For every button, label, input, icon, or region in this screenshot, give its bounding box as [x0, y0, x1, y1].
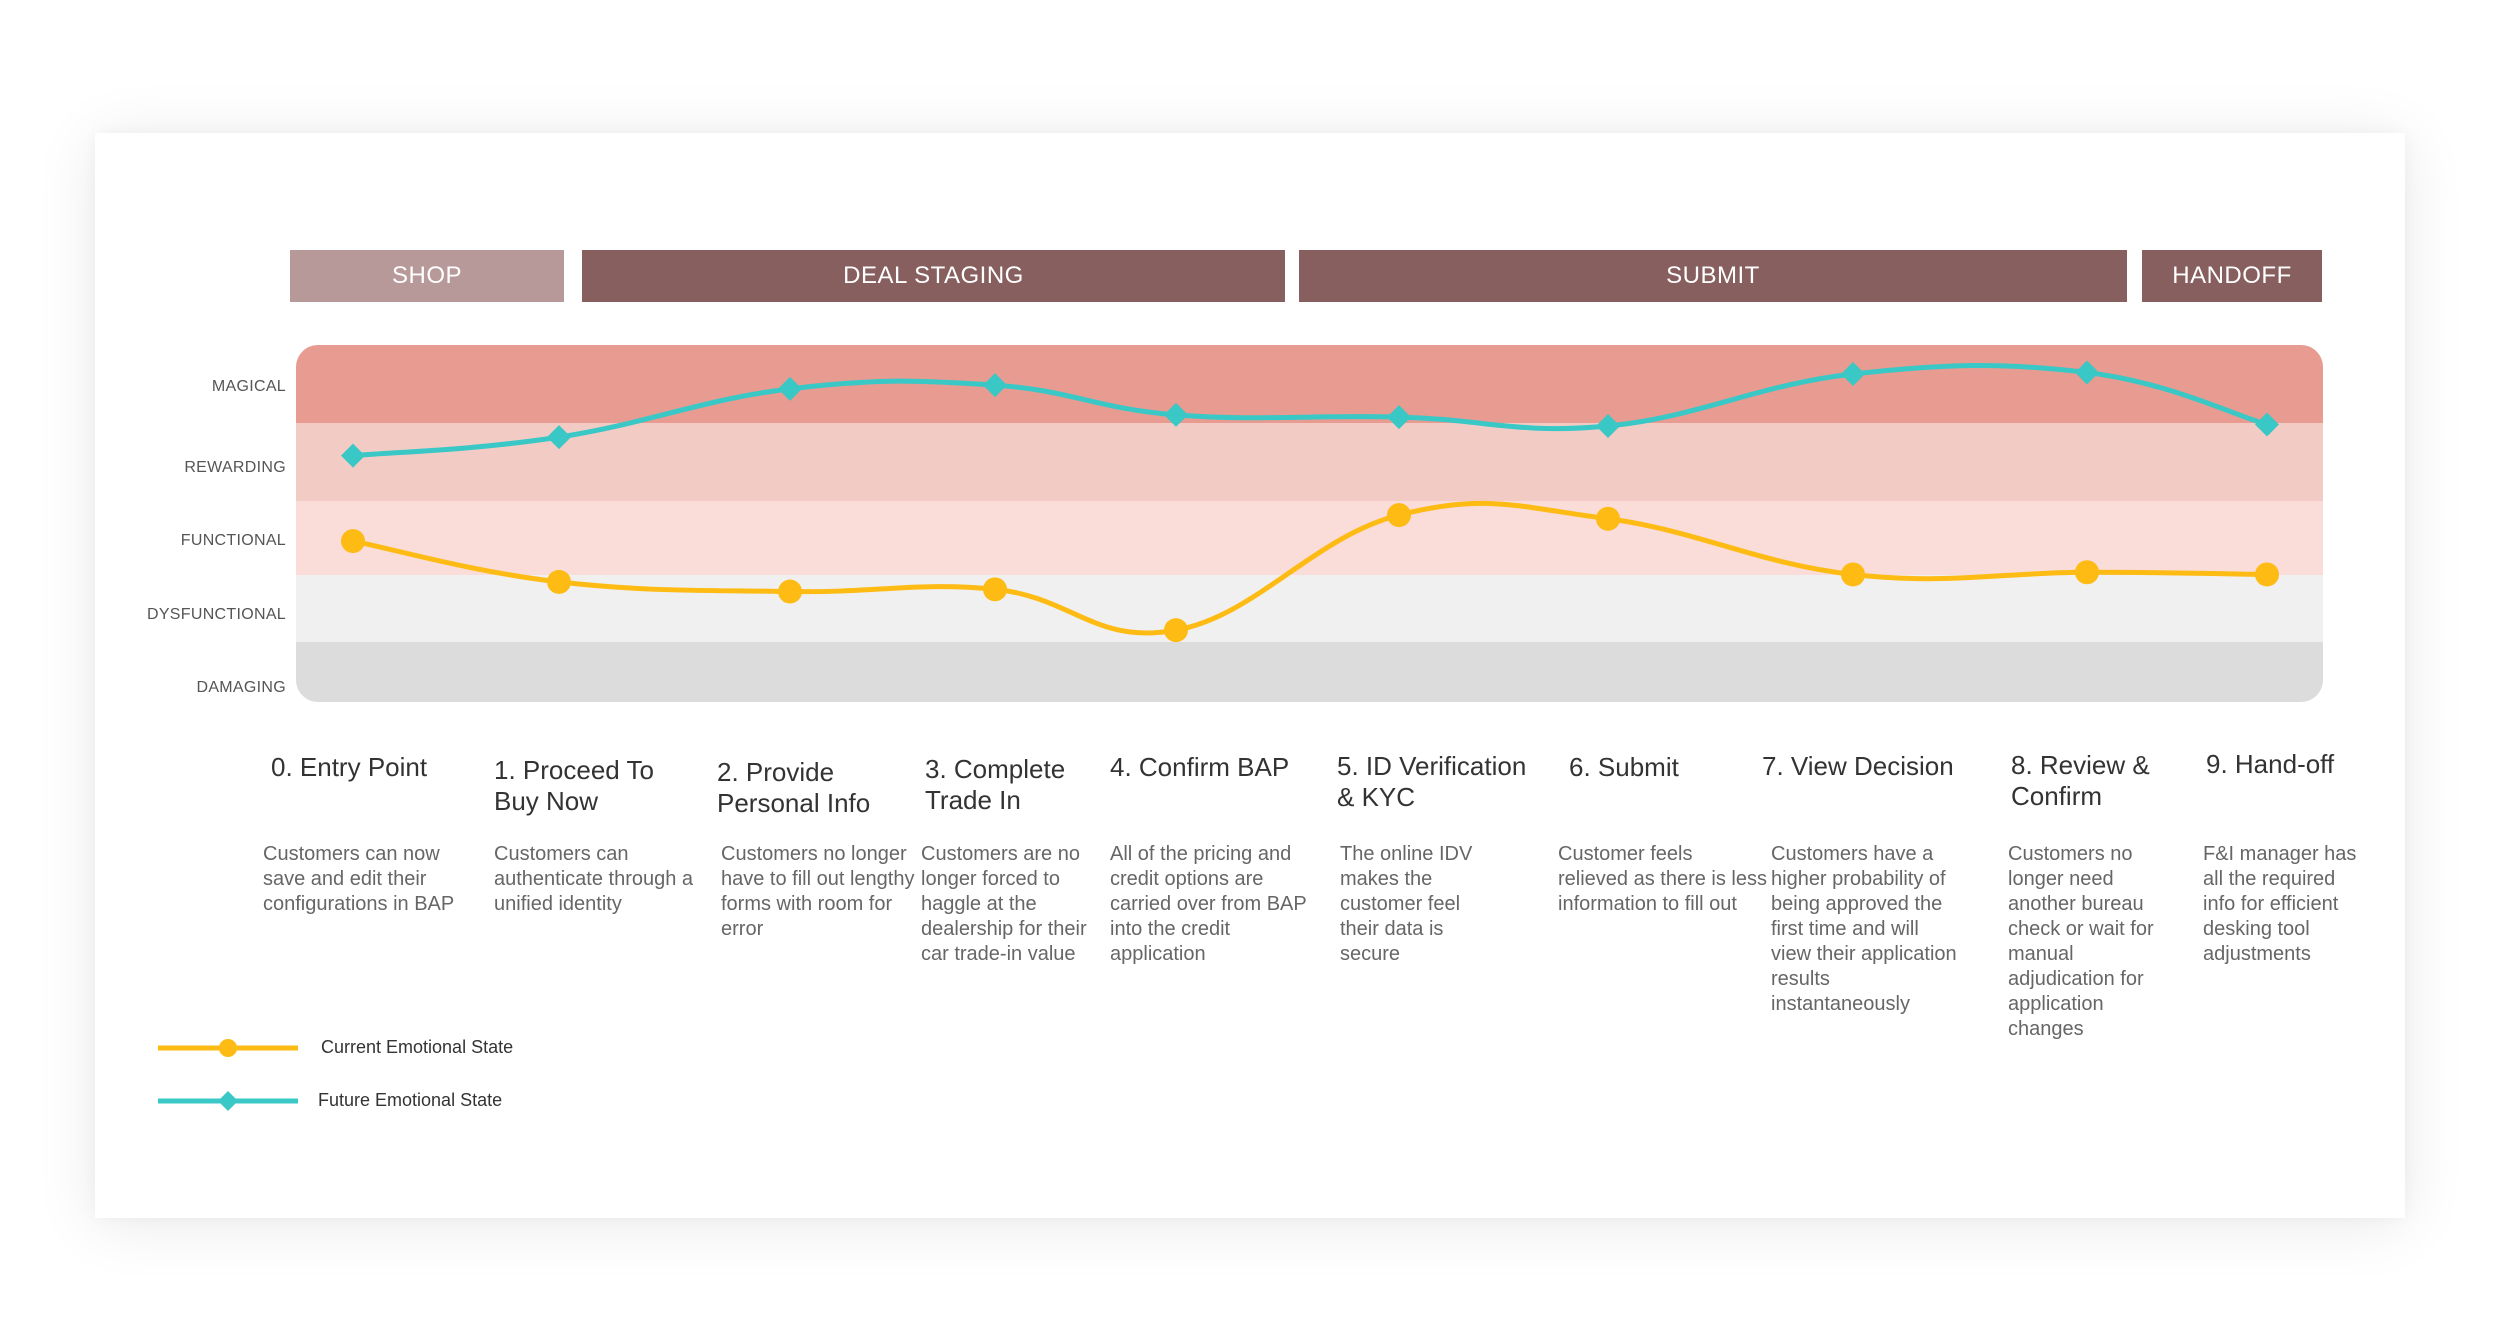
step-description: All of the pricing and credit options ar…: [1110, 843, 1307, 965]
band-functional: [296, 501, 2323, 575]
future-point-2: [778, 376, 802, 401]
step-title: 1. Proceed To Buy Now: [494, 755, 654, 816]
current-point-1: [547, 569, 571, 594]
future-point-8: [2075, 360, 2099, 385]
legend-current-label: Current Emotional State: [321, 1037, 514, 1057]
current-point-3: [983, 577, 1007, 602]
step-description: Customers have a higher probability of b…: [1771, 843, 1957, 1015]
series-line-current: [352, 500, 2268, 636]
future-point-4: [1164, 402, 1188, 427]
step-title: 8. Review & Confirm: [2011, 750, 2150, 811]
step-description: Customers can authenticate through a uni…: [494, 843, 694, 915]
step-title: 4. Confirm BAP: [1110, 752, 1290, 782]
step-description: Customers no longer have to fill out len…: [721, 843, 915, 940]
step-title: 7. View Decision: [1762, 751, 1954, 781]
future-point-0: [341, 443, 365, 468]
step-description: F&I manager has all the required info fo…: [2203, 843, 2357, 965]
step-title: 9. Hand-off: [2206, 749, 2335, 779]
current-point-9: [2255, 562, 2279, 587]
current-point-6: [1596, 506, 1620, 531]
step-title: 2. Provide Personal Info: [717, 757, 871, 818]
current-point-8: [2075, 560, 2099, 585]
current-point-7: [1841, 562, 1865, 587]
step-description: Customer feels relieved as there is less…: [1558, 843, 1767, 915]
y-label-rewarding: REWARDING: [184, 459, 286, 476]
y-label-magical: MAGICAL: [211, 378, 286, 395]
phase-shop: SHOP: [290, 250, 564, 302]
current-point-5: [1387, 503, 1411, 528]
step-description: Customers are no longer forced to haggle…: [921, 843, 1087, 965]
step-description: The online IDV makes the customer feel t…: [1340, 843, 1473, 965]
current-point-0: [341, 529, 365, 554]
legend-future-label: Future Emotional State: [318, 1090, 503, 1110]
y-label-dysfunctional: DYSFUNCTIONAL: [146, 606, 286, 623]
legend-future-marker: [218, 1091, 238, 1111]
future-point-3: [983, 373, 1007, 398]
band-magical: [296, 345, 2323, 423]
y-label-functional: FUNCTIONAL: [180, 532, 286, 549]
series-layer: [341, 360, 2279, 643]
legend: [158, 1039, 298, 1111]
step-title: 3. Complete Trade In: [925, 754, 1066, 815]
future-point-1: [547, 425, 571, 450]
band-rewarding: [296, 423, 2323, 501]
future-point-5: [1387, 405, 1411, 430]
current-point-4: [1164, 618, 1188, 643]
step-title: 6. Submit: [1569, 752, 1679, 782]
current-point-2: [778, 579, 802, 604]
future-point-6: [1596, 413, 1620, 438]
future-point-7: [1841, 362, 1865, 386]
step-description: Customers can now save and edit their co…: [263, 843, 455, 915]
step-title: 0. Entry Point: [271, 752, 428, 782]
step-description: Customers no longer need another bureau …: [2008, 843, 2154, 1040]
phase-handoff: HANDOFF: [2142, 250, 2322, 302]
future-point-9: [2255, 412, 2279, 437]
series-line-future: [352, 362, 2268, 459]
step-title: 5. ID Verification & KYC: [1337, 751, 1527, 812]
y-label-damaging: DAMAGING: [196, 679, 286, 696]
emotion-bands: [296, 345, 2323, 702]
legend-current-marker: [219, 1039, 237, 1057]
band-damaging: [296, 642, 2323, 702]
phase-submit: SUBMIT: [1299, 250, 2127, 302]
phase-deal-staging: DEAL STAGING: [582, 250, 1285, 302]
